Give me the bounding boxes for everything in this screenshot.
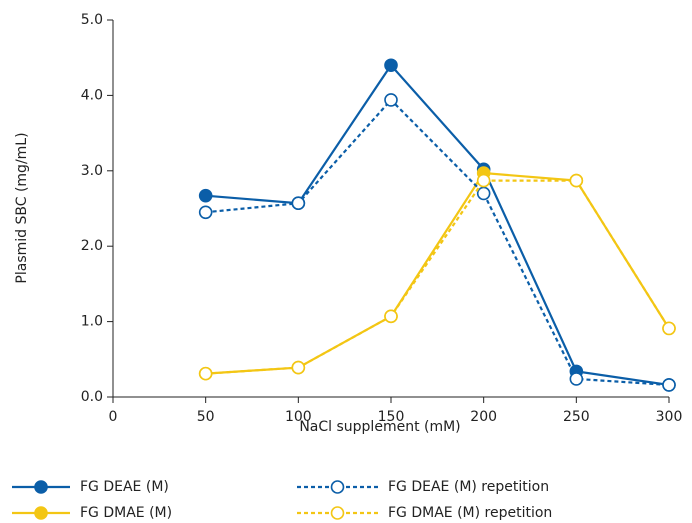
data-point — [569, 173, 584, 188]
data-point — [569, 372, 584, 386]
x-tick-label: 150 — [378, 409, 405, 425]
x-tick-label: 200 — [470, 409, 497, 425]
data-point — [384, 58, 398, 73]
legend-label: FG DEAE (M) repetition — [388, 479, 549, 495]
data-point — [662, 321, 676, 336]
y-axis-label: Plasmid SBC (mg/mL) — [14, 132, 30, 283]
x-tick-label: 100 — [285, 409, 312, 425]
legend-label: FG DMAE (M) — [80, 505, 172, 521]
legend-marker — [330, 506, 345, 520]
data-point — [198, 205, 213, 220]
data-point — [384, 93, 398, 107]
data-point — [662, 378, 676, 392]
legend-marker — [34, 506, 48, 520]
series-line — [205, 98, 670, 387]
y-tick-label: 2.0 — [81, 238, 103, 254]
legend-label: FG DEAE (M) — [80, 479, 169, 495]
x-tick-label: 300 — [656, 409, 683, 425]
legend-label: FG DMAE (M) repetition — [388, 505, 552, 521]
series-line — [205, 179, 670, 375]
data-point — [198, 366, 213, 381]
x-tick-label: 0 — [109, 409, 118, 425]
y-tick-label: 5.0 — [81, 12, 103, 28]
y-tick-label: 1.0 — [81, 314, 103, 330]
data-point — [384, 309, 398, 324]
data-point — [198, 188, 213, 203]
data-point — [291, 360, 306, 375]
legend-marker — [330, 480, 345, 494]
data-point — [291, 196, 306, 211]
series-line — [205, 63, 670, 387]
y-tick-label: 3.0 — [81, 163, 103, 179]
data-point — [476, 186, 491, 201]
x-axis-label: NaCl supplement (mM) — [299, 419, 460, 435]
legend-marker — [34, 480, 48, 494]
y-tick-label: 4.0 — [81, 87, 103, 103]
y-tick-label: 0.0 — [81, 389, 103, 405]
x-tick-label: 250 — [563, 409, 590, 425]
data-point — [476, 173, 491, 188]
x-tick-label: 50 — [197, 409, 215, 425]
series-line — [205, 171, 670, 375]
